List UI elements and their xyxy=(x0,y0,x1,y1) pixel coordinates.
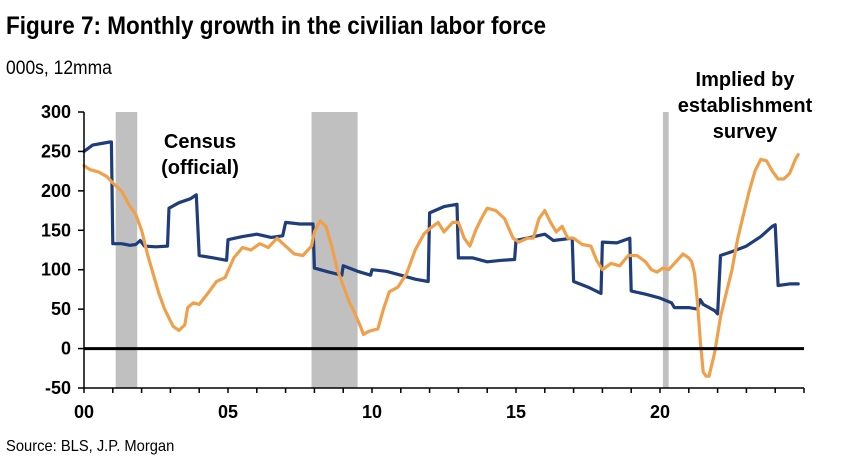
y-tick-label: 200 xyxy=(41,181,71,201)
y-tick-label: -50 xyxy=(45,378,71,398)
y-tick-label: 0 xyxy=(61,339,71,359)
series-lines xyxy=(82,140,800,378)
x-tick-label: 00 xyxy=(74,402,94,422)
x-tick-label: 15 xyxy=(506,402,526,422)
x-tick-label: 05 xyxy=(218,402,238,422)
annotation-line: Census xyxy=(164,131,236,153)
y-tick-label: 150 xyxy=(41,220,71,240)
chart-subtitle: 000s, 12mma xyxy=(6,58,112,79)
y-tick-label: 250 xyxy=(41,141,71,161)
annotation-line: (official) xyxy=(161,157,239,179)
source-note: Source: BLS, J.P. Morgan xyxy=(6,438,175,455)
x-tick-label: 20 xyxy=(650,402,670,422)
annotation-line: Implied by xyxy=(696,69,796,91)
shaded-period-2 xyxy=(311,112,358,388)
y-tick-label: 50 xyxy=(51,299,71,319)
annotations: Census (official) Implied by establishment s… xyxy=(161,69,812,179)
chart-title: Figure 7: Monthly growth in the civilian… xyxy=(6,12,547,40)
annotation-2: Implied by establishment survey xyxy=(678,69,813,143)
annotation-1: Census (official) xyxy=(161,131,239,179)
y-tick-label: 100 xyxy=(41,260,71,280)
axes: -50 0 50 100 150 200 250 300 00 05 10 15 20 xyxy=(41,102,805,422)
y-tick-label: 300 xyxy=(41,102,71,122)
x-tick-label: 10 xyxy=(362,402,382,422)
shaded-period-3 xyxy=(662,112,669,388)
shaded-period-1 xyxy=(115,112,138,388)
shaded-periods xyxy=(115,112,669,388)
annotation-line: survey xyxy=(713,121,778,143)
annotation-line: establishment xyxy=(678,95,813,117)
series-line-2 xyxy=(82,153,800,378)
